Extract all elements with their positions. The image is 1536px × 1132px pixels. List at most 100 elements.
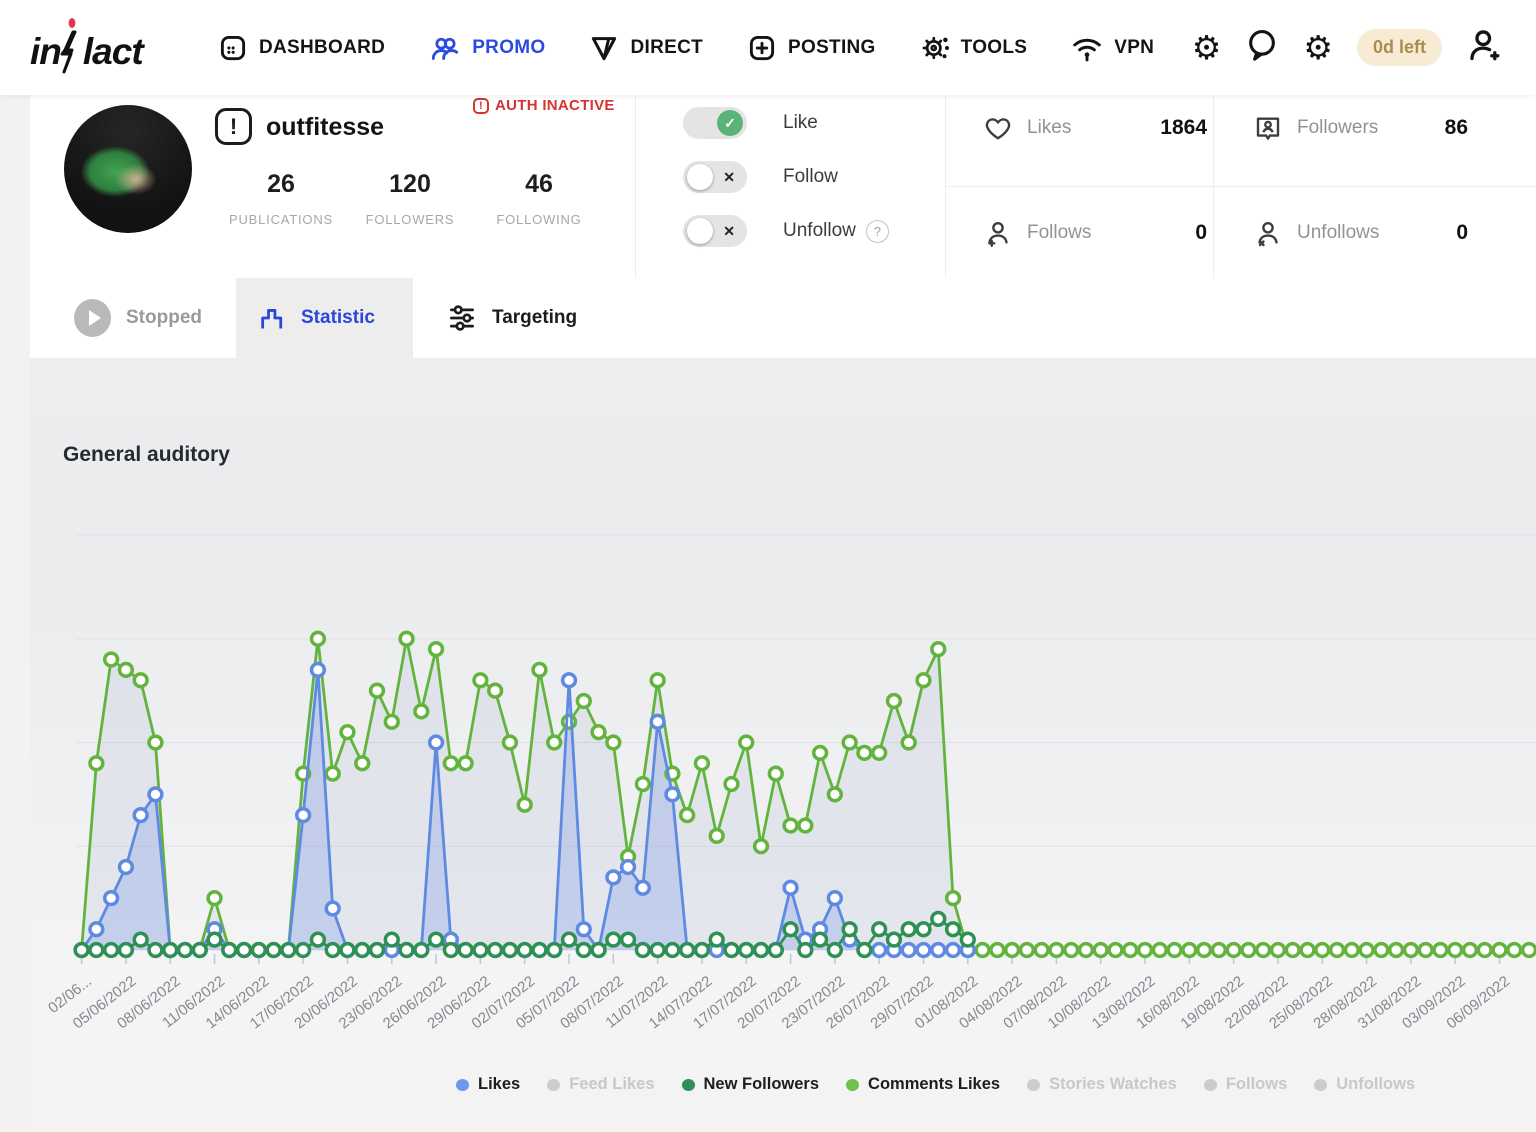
lightning-bolt-icon: [60, 17, 77, 73]
chart-legend: Likes Feed Likes New Followers Comments …: [456, 1075, 1415, 1094]
main-nav: DASHBOARD PROMO DIRECT PO: [218, 33, 1154, 63]
legend-label: Unfollows: [1336, 1075, 1416, 1093]
counter-follows-label: Follows: [1027, 222, 1092, 243]
statistic-content: General auditory 02/06... 05/06/2022 08/06…: [30, 358, 1536, 1132]
legend-dot: [1027, 1078, 1041, 1091]
auditory-chart-svg: 02/06...05/06/202208/06/202211/06/202214…: [45, 534, 1536, 1032]
nav-direct-label: DIRECT: [630, 36, 704, 58]
counter-followers-label: Followers: [1297, 117, 1379, 138]
tab-bar: Stopped Statistic Targeting: [30, 278, 1536, 358]
nav-posting-label: POSTING: [788, 36, 876, 58]
follow-toggle[interactable]: [683, 161, 747, 193]
legend-new-followers[interactable]: New Followers: [681, 1075, 820, 1094]
like-toggle-row: Like: [683, 107, 818, 139]
auth-status: AUTH INACTIVE: [473, 97, 615, 114]
unfollow-toggle-row: Unfollow ?: [683, 215, 889, 247]
legend-feed-likes[interactable]: Feed Likes: [547, 1075, 655, 1094]
counter-follows-value: 0: [1195, 221, 1207, 244]
legend-dot: [681, 1078, 695, 1091]
stat-followers: 120 FOLLOWERS: [345, 170, 475, 227]
counter-likes: Likes 1864: [983, 110, 1207, 146]
stat-publications: 26 PUBLICATIONS: [216, 170, 346, 227]
tab-stopped[interactable]: Stopped: [30, 278, 236, 358]
user-plus-icon: [988, 221, 1008, 247]
logo-text-right: lact: [82, 30, 144, 72]
nav-dashboard[interactable]: DASHBOARD: [218, 33, 385, 63]
chat-icon[interactable]: [1245, 28, 1279, 68]
following-label: FOLLOWING: [496, 212, 582, 227]
users-icon: [432, 37, 459, 60]
avatar[interactable]: [64, 105, 192, 233]
legend-label: New Followers: [703, 1075, 820, 1093]
nav-vpn[interactable]: VPN: [1071, 33, 1154, 63]
nav-direct[interactable]: DIRECT: [589, 33, 703, 63]
tab-statistic[interactable]: Statistic: [236, 278, 413, 358]
like-toggle[interactable]: [683, 107, 747, 139]
counter-unfollows-label: Unfollows: [1297, 222, 1380, 243]
legend-dot: [1203, 1078, 1217, 1091]
legend-comments-likes[interactable]: Comments Likes: [846, 1075, 1000, 1094]
bar-chart-icon: [261, 309, 283, 329]
legend-dot: [547, 1078, 561, 1091]
header-right-actions: ⚙ ⚙ 0d left: [1192, 27, 1502, 69]
legend-unfollows[interactable]: Unfollows: [1314, 1075, 1415, 1094]
profile-panel: outfitesse AUTH INACTIVE 26 PUBLICATIONS…: [30, 95, 1536, 278]
tab-statistic-label: Statistic: [301, 307, 375, 328]
section-title: General auditory: [63, 443, 230, 466]
counter-followers-value: 86: [1444, 116, 1468, 139]
nav-tools[interactable]: TOOLS: [920, 33, 1028, 63]
tab-targeting-label: Targeting: [492, 307, 578, 328]
unfollow-toggle[interactable]: [683, 215, 747, 247]
legend-label: Feed Likes: [569, 1075, 655, 1093]
gear-nodes-icon: [922, 36, 949, 59]
username: outfitesse: [266, 113, 385, 141]
gear-play-icon[interactable]: ⚙: [1303, 28, 1333, 66]
user-x-icon: [1258, 221, 1278, 247]
top-nav: in lact DASHBOARD: [0, 0, 1536, 95]
nav-dashboard-label: DASHBOARD: [259, 36, 386, 58]
legend-follows[interactable]: Follows: [1203, 1075, 1287, 1094]
tab-targeting[interactable]: Targeting: [413, 278, 611, 358]
divider: [945, 186, 1536, 187]
grid-icon: [220, 35, 246, 60]
counter-likes-label: Likes: [1027, 117, 1072, 138]
nav-tools-label: TOOLS: [960, 36, 1028, 58]
like-toggle-label: Like: [783, 112, 818, 133]
unfollow-toggle-label: Unfollow: [783, 220, 856, 241]
help-icon[interactable]: ?: [865, 219, 889, 243]
legend-stories-watches[interactable]: Stories Watches: [1027, 1075, 1177, 1094]
followers-label: FOLLOWERS: [365, 212, 455, 227]
followers-value: 120: [389, 170, 431, 198]
nav-promo-label: PROMO: [472, 36, 546, 58]
legend-likes[interactable]: Likes: [456, 1075, 520, 1094]
inflact-logo[interactable]: in lact: [30, 17, 170, 78]
settings-gear-icon[interactable]: ⚙: [1191, 28, 1222, 66]
nav-vpn-label: VPN: [1114, 36, 1155, 58]
nav-posting[interactable]: POSTING: [747, 33, 876, 63]
follow-toggle-label: Follow: [783, 166, 838, 187]
counter-follows: Follows 0: [983, 215, 1207, 251]
counter-followers: Followers 86: [1253, 110, 1468, 146]
send-icon: [592, 36, 617, 60]
counter-unfollows-value: 0: [1456, 221, 1468, 244]
heart-icon: [985, 118, 1011, 140]
add-user-icon[interactable]: [1466, 27, 1502, 69]
legend-dot: [456, 1078, 469, 1091]
stat-following: 46 FOLLOWING: [474, 170, 604, 227]
publications-value: 26: [267, 170, 295, 198]
legend-label: Likes: [478, 1075, 521, 1093]
legend-dot: [1314, 1078, 1328, 1091]
counter-unfollows: Unfollows 0: [1253, 215, 1468, 251]
counter-likes-value: 1864: [1160, 116, 1207, 139]
follow-toggle-row: Follow: [683, 161, 838, 193]
legend-dot: [846, 1078, 860, 1091]
trial-days-badge[interactable]: 0d left: [1356, 29, 1442, 66]
legend-label: Comments Likes: [868, 1075, 1001, 1093]
auth-status-label: AUTH INACTIVE: [495, 97, 615, 114]
alert-badge-icon: [215, 108, 252, 145]
nav-promo[interactable]: PROMO: [429, 33, 545, 63]
play-circle-icon: [74, 299, 111, 337]
follower-badge-icon: [1256, 117, 1280, 140]
logo-text-left: in: [30, 30, 62, 72]
